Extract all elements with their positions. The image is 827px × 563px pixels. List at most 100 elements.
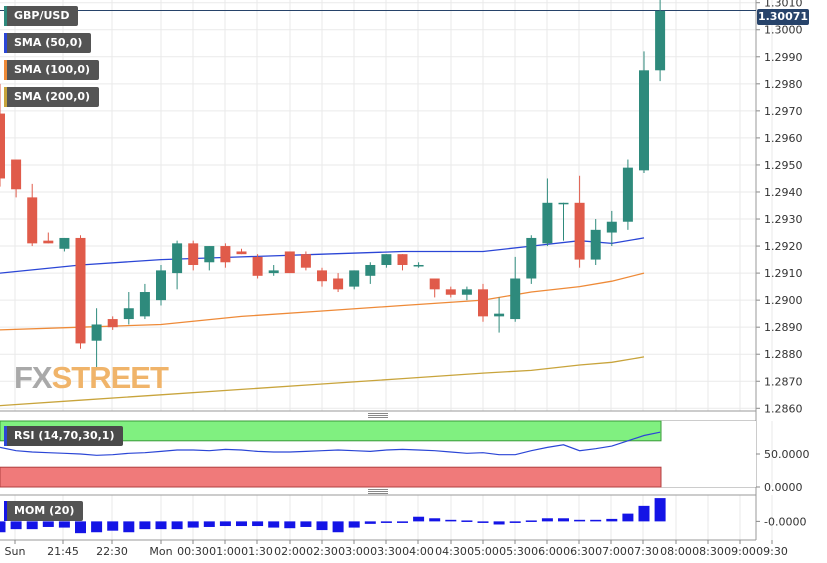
candle[interactable] [284,251,295,274]
panel-resize-handle-mom[interactable] [368,489,388,495]
candle[interactable] [75,235,86,349]
x-tick-label: 05:00 [467,545,499,558]
legend-rsi[interactable]: RSI (14,70,30,1) [4,426,124,446]
candle-body [317,270,327,282]
candle[interactable] [510,256,521,322]
candle[interactable] [478,283,488,322]
y-tick-label: 1.2910 [764,267,803,280]
candle-body [333,278,344,290]
candle[interactable] [156,264,166,306]
candle[interactable] [123,292,134,325]
y-tick-label: 1.2930 [764,213,803,226]
candle[interactable] [0,83,5,187]
legend-sma200[interactable]: SMA (200,0) [4,87,100,107]
y-tick-label: 1.2890 [764,321,803,334]
y-tick-label: 1.2900 [764,294,803,307]
candle-body [655,10,666,71]
candle[interactable] [333,273,344,293]
candle[interactable] [542,178,553,247]
y-tick-label: 1.3000 [764,24,803,37]
momentum-panel [0,498,760,534]
candle[interactable] [558,202,569,241]
candle-body [75,237,86,344]
y-tick-label: 1.3010 [764,0,803,10]
sma-line-1 [0,272,645,331]
candle[interactable] [606,210,617,247]
legend-mom-label: MOM (20) [14,504,75,517]
candle[interactable] [622,159,633,230]
candle[interactable] [381,254,392,268]
candle[interactable] [43,232,54,244]
candle-body [494,313,505,317]
candle-body [461,289,472,295]
candle[interactable] [252,254,263,279]
candle[interactable] [526,235,537,284]
candle[interactable] [365,262,376,284]
legend-sma200-label: SMA (200,0) [14,90,91,103]
candle[interactable] [91,308,102,371]
current-price-tag: 1.30071 [757,9,809,25]
candle-body [526,237,537,279]
candle[interactable] [494,297,505,333]
candle[interactable] [574,175,585,268]
candle-body [445,289,456,295]
candle[interactable] [413,262,424,268]
x-tick-label: 03:00 [338,545,370,558]
candle-body [236,251,247,255]
candle[interactable] [639,51,649,174]
sma50-swatch [4,33,7,53]
candle[interactable] [220,243,231,268]
candle[interactable] [429,278,440,298]
candle[interactable] [268,264,279,276]
mom-bar [380,521,392,523]
candle-body [574,202,585,260]
legend-pair[interactable]: GBP/USD [4,6,79,26]
x-tick-label: 09:00 [724,545,756,558]
x-tick-label: Mon [149,545,172,558]
rsi-line [0,431,661,456]
mom-bar [654,498,666,522]
mom-bar [236,521,247,527]
candle[interactable] [204,246,215,271]
candle[interactable] [139,283,150,320]
candle[interactable] [59,237,70,252]
candle[interactable] [317,267,327,287]
candle[interactable] [300,251,311,271]
x-tick-label: 07:30 [627,545,659,558]
candlesticks[interactable] [0,0,666,371]
mom-bar [638,505,650,522]
candle[interactable] [236,248,247,255]
candle-body [188,243,199,265]
moving-averages [0,237,645,407]
candle[interactable] [461,286,472,301]
candle[interactable] [349,270,360,290]
candle[interactable] [445,286,456,298]
legend-sma50[interactable]: SMA (50,0) [4,33,92,53]
candle[interactable] [27,183,38,247]
mom-bar [171,521,183,530]
y-tick-label: 1.2880 [764,348,803,361]
candle[interactable] [188,240,199,271]
candle[interactable] [397,254,408,271]
mom-bar [509,521,521,523]
legend-sma100[interactable]: SMA (100,0) [4,60,100,80]
x-tick-label: 02:00 [274,545,306,558]
candle[interactable] [107,316,118,330]
y-tick-label: 1.2950 [764,159,803,172]
candle-body [123,308,134,320]
mom-bar [461,520,473,522]
candle-body [381,254,392,265]
mom-bar [493,521,505,525]
fxstreet-logo: FXSTREET [14,360,169,396]
candle[interactable] [655,0,666,82]
panel-resize-handle-rsi[interactable] [368,413,388,419]
mom-bar [58,521,70,528]
candle[interactable] [172,240,183,290]
candle[interactable] [590,219,601,265]
legend-mom[interactable]: MOM (20) [4,501,84,521]
mom-bar [155,521,167,530]
mom-bar [219,521,231,527]
candle[interactable] [11,159,22,198]
candle-body [606,221,617,233]
mom-bar [364,521,376,524]
